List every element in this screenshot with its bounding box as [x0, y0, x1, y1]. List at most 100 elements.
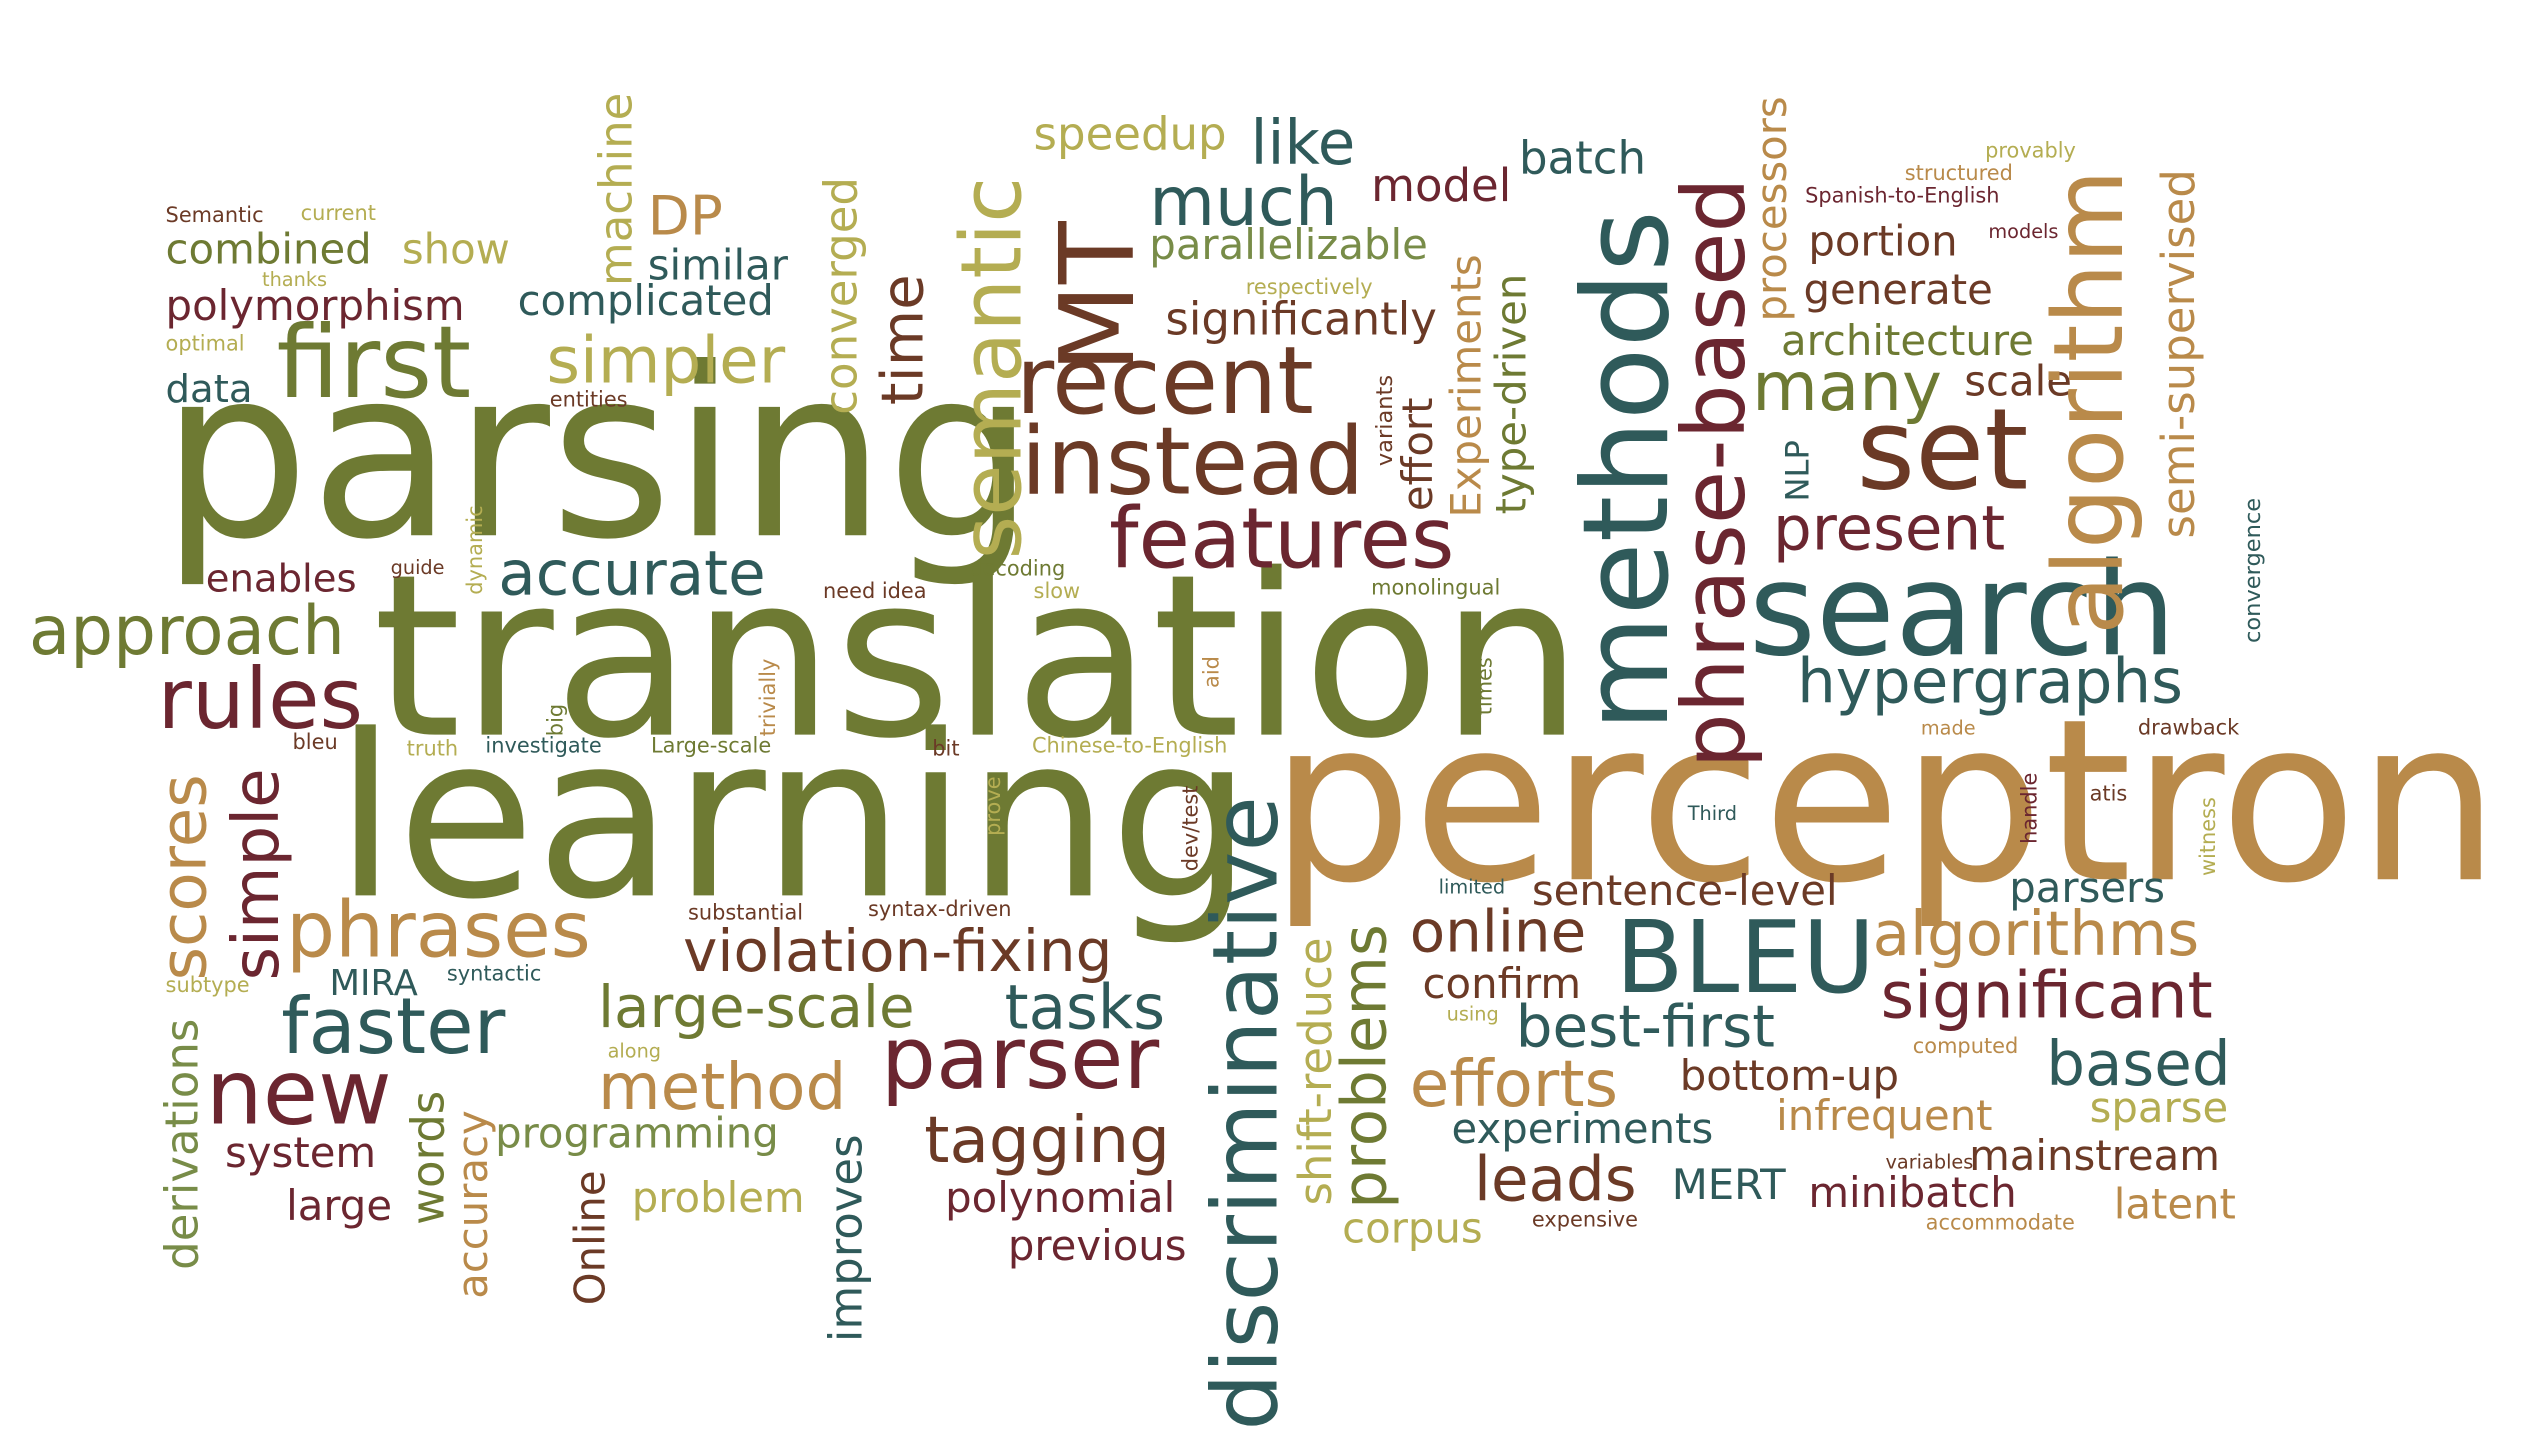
word-improves: improves: [819, 1134, 873, 1343]
word-online-upper: Online: [567, 1170, 616, 1306]
word-algorithm: algorithm: [2033, 169, 2146, 635]
word-much: much: [1149, 162, 1338, 242]
word-dp: DP: [647, 184, 723, 250]
word-mt: MT: [1039, 221, 1159, 373]
word-parallelizable: parallelizable: [1149, 221, 1428, 271]
word-discriminative: discriminative: [1194, 796, 1299, 1431]
word-syntax-driven: syntax-driven: [867, 898, 1012, 923]
word-witness: witness: [2197, 797, 2222, 877]
word-dynamic: dynamic: [464, 505, 489, 595]
word-substantial: substantial: [687, 901, 804, 926]
word-times: times: [1473, 657, 1499, 716]
word-derivations: derivations: [155, 1018, 209, 1270]
word-experiments-lower: experiments: [1451, 1105, 1714, 1155]
word-prove: prove: [982, 776, 1007, 836]
word-aid: aid: [1200, 656, 1225, 688]
word-semantic-upper: Semantic: [165, 204, 264, 229]
word-complicated: complicated: [517, 278, 774, 327]
word-sentence-level: sentence-level: [1531, 867, 1838, 917]
word-need-idea: need idea: [822, 580, 927, 605]
word-guide: guide: [390, 556, 445, 579]
word-machine: machine: [589, 92, 643, 287]
word-parser: parser: [880, 1007, 1160, 1110]
word-current: current: [300, 202, 376, 227]
word-monolingual: monolingual: [1371, 577, 1501, 602]
word-algorithms: algorithms: [1872, 898, 2200, 970]
word-faster: faster: [281, 982, 506, 1073]
word-phrase-based: phrase-based: [1663, 177, 1765, 769]
word-big: big: [544, 703, 570, 737]
word-tasks: tasks: [1004, 972, 1166, 1044]
word-dev-test: dev/test: [1179, 785, 1204, 872]
word-approach: approach: [28, 591, 345, 671]
word-experiments-upper: Experiments: [1443, 254, 1492, 518]
word-semantic: semantic: [945, 176, 1042, 560]
word-batch: batch: [1518, 131, 1647, 185]
word-truth: truth: [406, 737, 459, 762]
word-accuracy: accuracy: [450, 1110, 499, 1299]
word-bit: bit: [932, 737, 960, 762]
word-similar: similar: [647, 242, 788, 291]
word-syntactic: syntactic: [446, 962, 542, 987]
word-programming: programming: [495, 1110, 779, 1159]
word-bleu-lower: bleu: [292, 731, 338, 756]
word-phrases: phrases: [286, 885, 591, 976]
word-expensive: expensive: [1531, 1208, 1638, 1233]
word-nlp: NLP: [1777, 440, 1817, 502]
word-parsers: parsers: [2009, 864, 2166, 914]
word-entities: entities: [549, 388, 628, 414]
word-trivially: trivially: [757, 658, 782, 737]
word-recent: recent: [1015, 326, 1314, 436]
word-slow: slow: [1033, 580, 1081, 605]
word-variables: variables: [1885, 1150, 1974, 1174]
word-effort: effort: [1395, 397, 1444, 512]
word-set: set: [1856, 384, 2029, 516]
word-data: data: [165, 366, 253, 412]
word-sparse: sparse: [2089, 1084, 2229, 1134]
word-minibatch: minibatch: [1808, 1170, 2017, 1219]
word-problems: problems: [1329, 924, 1401, 1209]
word-based: based: [2046, 1028, 2231, 1100]
word-parsing: parsing: [160, 318, 1036, 592]
word-thanks: thanks: [262, 268, 328, 291]
word-new: new: [205, 1041, 392, 1147]
word-first: first: [276, 303, 472, 422]
word-polymorphism: polymorphism: [165, 282, 465, 332]
word-chinese-to-english: Chinese-to-English: [1031, 734, 1228, 759]
word-show: show: [401, 226, 510, 275]
word-speedup: speedup: [1033, 107, 1227, 161]
word-provably: provably: [1985, 139, 2076, 164]
word-learning: learning: [334, 687, 1253, 950]
word-along: along: [607, 1039, 662, 1063]
word-models: models: [1988, 220, 2059, 243]
word-words: words: [401, 1090, 455, 1225]
word-spanish-to-english: Spanish-to-English: [1805, 184, 2000, 209]
word-using: using: [1446, 1003, 1499, 1026]
word-semi-supervised: semi-supervised: [2152, 169, 2206, 539]
word-structured: structured: [1904, 162, 2013, 187]
word-portion: portion: [1808, 218, 1958, 267]
word-rules: rules: [157, 652, 364, 750]
word-scores: scores: [147, 774, 222, 981]
word-generate: generate: [1803, 266, 1993, 316]
word-online-lower: online: [1409, 900, 1587, 967]
word-accurate: accurate: [498, 538, 766, 610]
word-enables: enables: [205, 556, 357, 602]
word-investigate: investigate: [485, 734, 602, 759]
word-features: features: [1109, 491, 1455, 589]
word-made: made: [1920, 716, 1976, 740]
word-bottom-up: bottom-up: [1679, 1052, 1899, 1102]
word-search: search: [1748, 535, 2177, 685]
word-decoding: decoding: [969, 557, 1066, 582]
word-large: large: [286, 1183, 393, 1232]
word-method: method: [597, 1051, 847, 1126]
word-type-driven: type-driven: [1488, 273, 1537, 515]
word-system: system: [225, 1130, 377, 1179]
word-bleu-upper: BLEU: [1615, 898, 1876, 1016]
word-present: present: [1772, 493, 2006, 565]
word-variants: variants: [1372, 374, 1399, 467]
word-significant: significant: [1880, 959, 2213, 1034]
word-convergence: convergence: [2240, 497, 2267, 643]
word-previous: previous: [1007, 1223, 1187, 1272]
